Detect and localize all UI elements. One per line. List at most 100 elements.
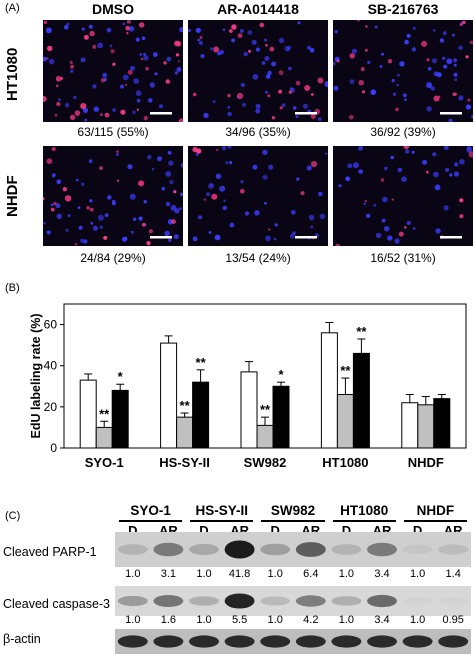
band-quantification: 1.0 — [196, 568, 212, 580]
nucleus-blue — [188, 29, 191, 32]
lane-group-underline — [261, 520, 325, 522]
nucleus-red — [83, 34, 89, 40]
bar — [192, 381, 210, 449]
nucleus-blue — [203, 112, 209, 119]
bar — [417, 404, 435, 449]
nucleus-red — [404, 226, 407, 229]
scale-bar — [295, 112, 317, 115]
nucleus-blue — [406, 220, 411, 226]
lane-group-hs-sy-ii: HS-SY-II — [195, 503, 249, 518]
band-quantification: 1.0 — [409, 614, 426, 626]
nucleus-blue — [123, 236, 128, 241]
nucleus-blue — [381, 218, 386, 223]
lane-group-sw982: SW982 — [270, 503, 316, 518]
nucleus-red — [311, 93, 314, 96]
nucleus-blue — [309, 48, 315, 53]
nucleus-red — [174, 40, 180, 47]
nucleus-blue — [379, 65, 383, 68]
nucleus-blue — [271, 61, 277, 67]
nucleus-blue — [122, 22, 126, 25]
nucleus-blue — [306, 165, 312, 171]
nucleus-blue — [83, 239, 88, 244]
nucleus-blue — [391, 79, 395, 83]
band-quantification: 1.0 — [125, 568, 141, 580]
nucleus-blue — [345, 176, 351, 182]
nucleus-blue — [179, 27, 183, 33]
nucleus-blue — [136, 98, 141, 103]
nucleus-blue — [387, 235, 393, 241]
nucleus-blue — [132, 110, 136, 115]
nucleus-blue — [445, 167, 450, 172]
nucleus-red — [92, 44, 97, 49]
scale-bar — [150, 112, 172, 115]
nucleus-blue — [225, 161, 229, 165]
nucleus-blue — [149, 82, 155, 88]
nucleus-red — [171, 219, 176, 224]
blot-label-actin: β-actin — [3, 632, 41, 646]
blot-band — [260, 635, 291, 648]
nucleus-red — [74, 110, 81, 116]
nucleus-blue — [252, 164, 258, 170]
band-quantification: 1.0 — [338, 614, 355, 626]
nucleus-red — [110, 49, 115, 54]
blot-band — [117, 544, 148, 555]
nucleus-blue — [278, 37, 285, 44]
nucleus-blue — [436, 72, 442, 78]
blot-band — [224, 540, 255, 559]
nucleus-blue — [43, 56, 47, 62]
nucleus-blue — [56, 179, 62, 185]
nucleus-red — [248, 49, 251, 53]
y-tick-label: 40 — [44, 359, 58, 373]
nucleus-blue — [432, 58, 437, 64]
panel-a-label: (A) — [5, 2, 20, 14]
nucleus-blue — [251, 40, 257, 45]
nucleus-red — [269, 46, 275, 52]
nucleus-red — [125, 83, 127, 86]
nucleus-red — [452, 92, 457, 97]
nucleus-red — [455, 93, 458, 96]
band-quantification: 1.0 — [267, 568, 283, 580]
nucleus-red — [62, 187, 67, 192]
nucleus-red — [138, 180, 145, 187]
nucleus-blue — [292, 231, 296, 235]
nucleus-red — [56, 84, 59, 88]
nucleus-red — [178, 118, 183, 122]
nucleus-red — [56, 101, 61, 107]
significance-mark: ** — [180, 398, 191, 413]
nucleus-blue — [106, 27, 112, 33]
nucleus-red — [140, 57, 144, 61]
blot-band — [153, 635, 184, 648]
blot-band — [189, 596, 219, 606]
nucleus-red — [469, 40, 473, 45]
nucleus-blue — [458, 95, 464, 101]
nucleus-blue — [107, 195, 112, 200]
nucleus-blue — [308, 214, 315, 221]
blot-band — [331, 596, 362, 606]
nucleus-blue — [143, 55, 149, 61]
nucleus-red — [360, 67, 365, 72]
band-quantification: 6.4 — [303, 568, 319, 580]
nucleus-red — [74, 242, 78, 246]
nucleus-blue — [363, 202, 366, 206]
nucleus-blue — [222, 205, 227, 211]
y-tick-label: 0 — [50, 441, 57, 455]
nucleus-red — [127, 69, 133, 75]
nucleus-blue — [157, 156, 162, 162]
nucleus-red — [126, 20, 131, 24]
nucleus-blue — [453, 72, 458, 77]
micrograph-ht1080-sb — [333, 20, 473, 122]
nucleus-blue — [65, 228, 69, 232]
nucleus-blue — [168, 160, 174, 166]
nucleus-red — [143, 115, 148, 121]
nucleus-blue — [318, 117, 322, 121]
nucleus-blue — [390, 155, 394, 160]
nucleus-red — [55, 76, 62, 82]
nucleus-red — [349, 53, 355, 59]
bar — [352, 352, 370, 449]
nucleus-blue — [151, 168, 155, 171]
nucleus-blue — [97, 214, 104, 221]
nucleus-blue — [404, 98, 407, 101]
nucleus-blue — [373, 203, 377, 207]
nucleus-red — [112, 62, 116, 66]
